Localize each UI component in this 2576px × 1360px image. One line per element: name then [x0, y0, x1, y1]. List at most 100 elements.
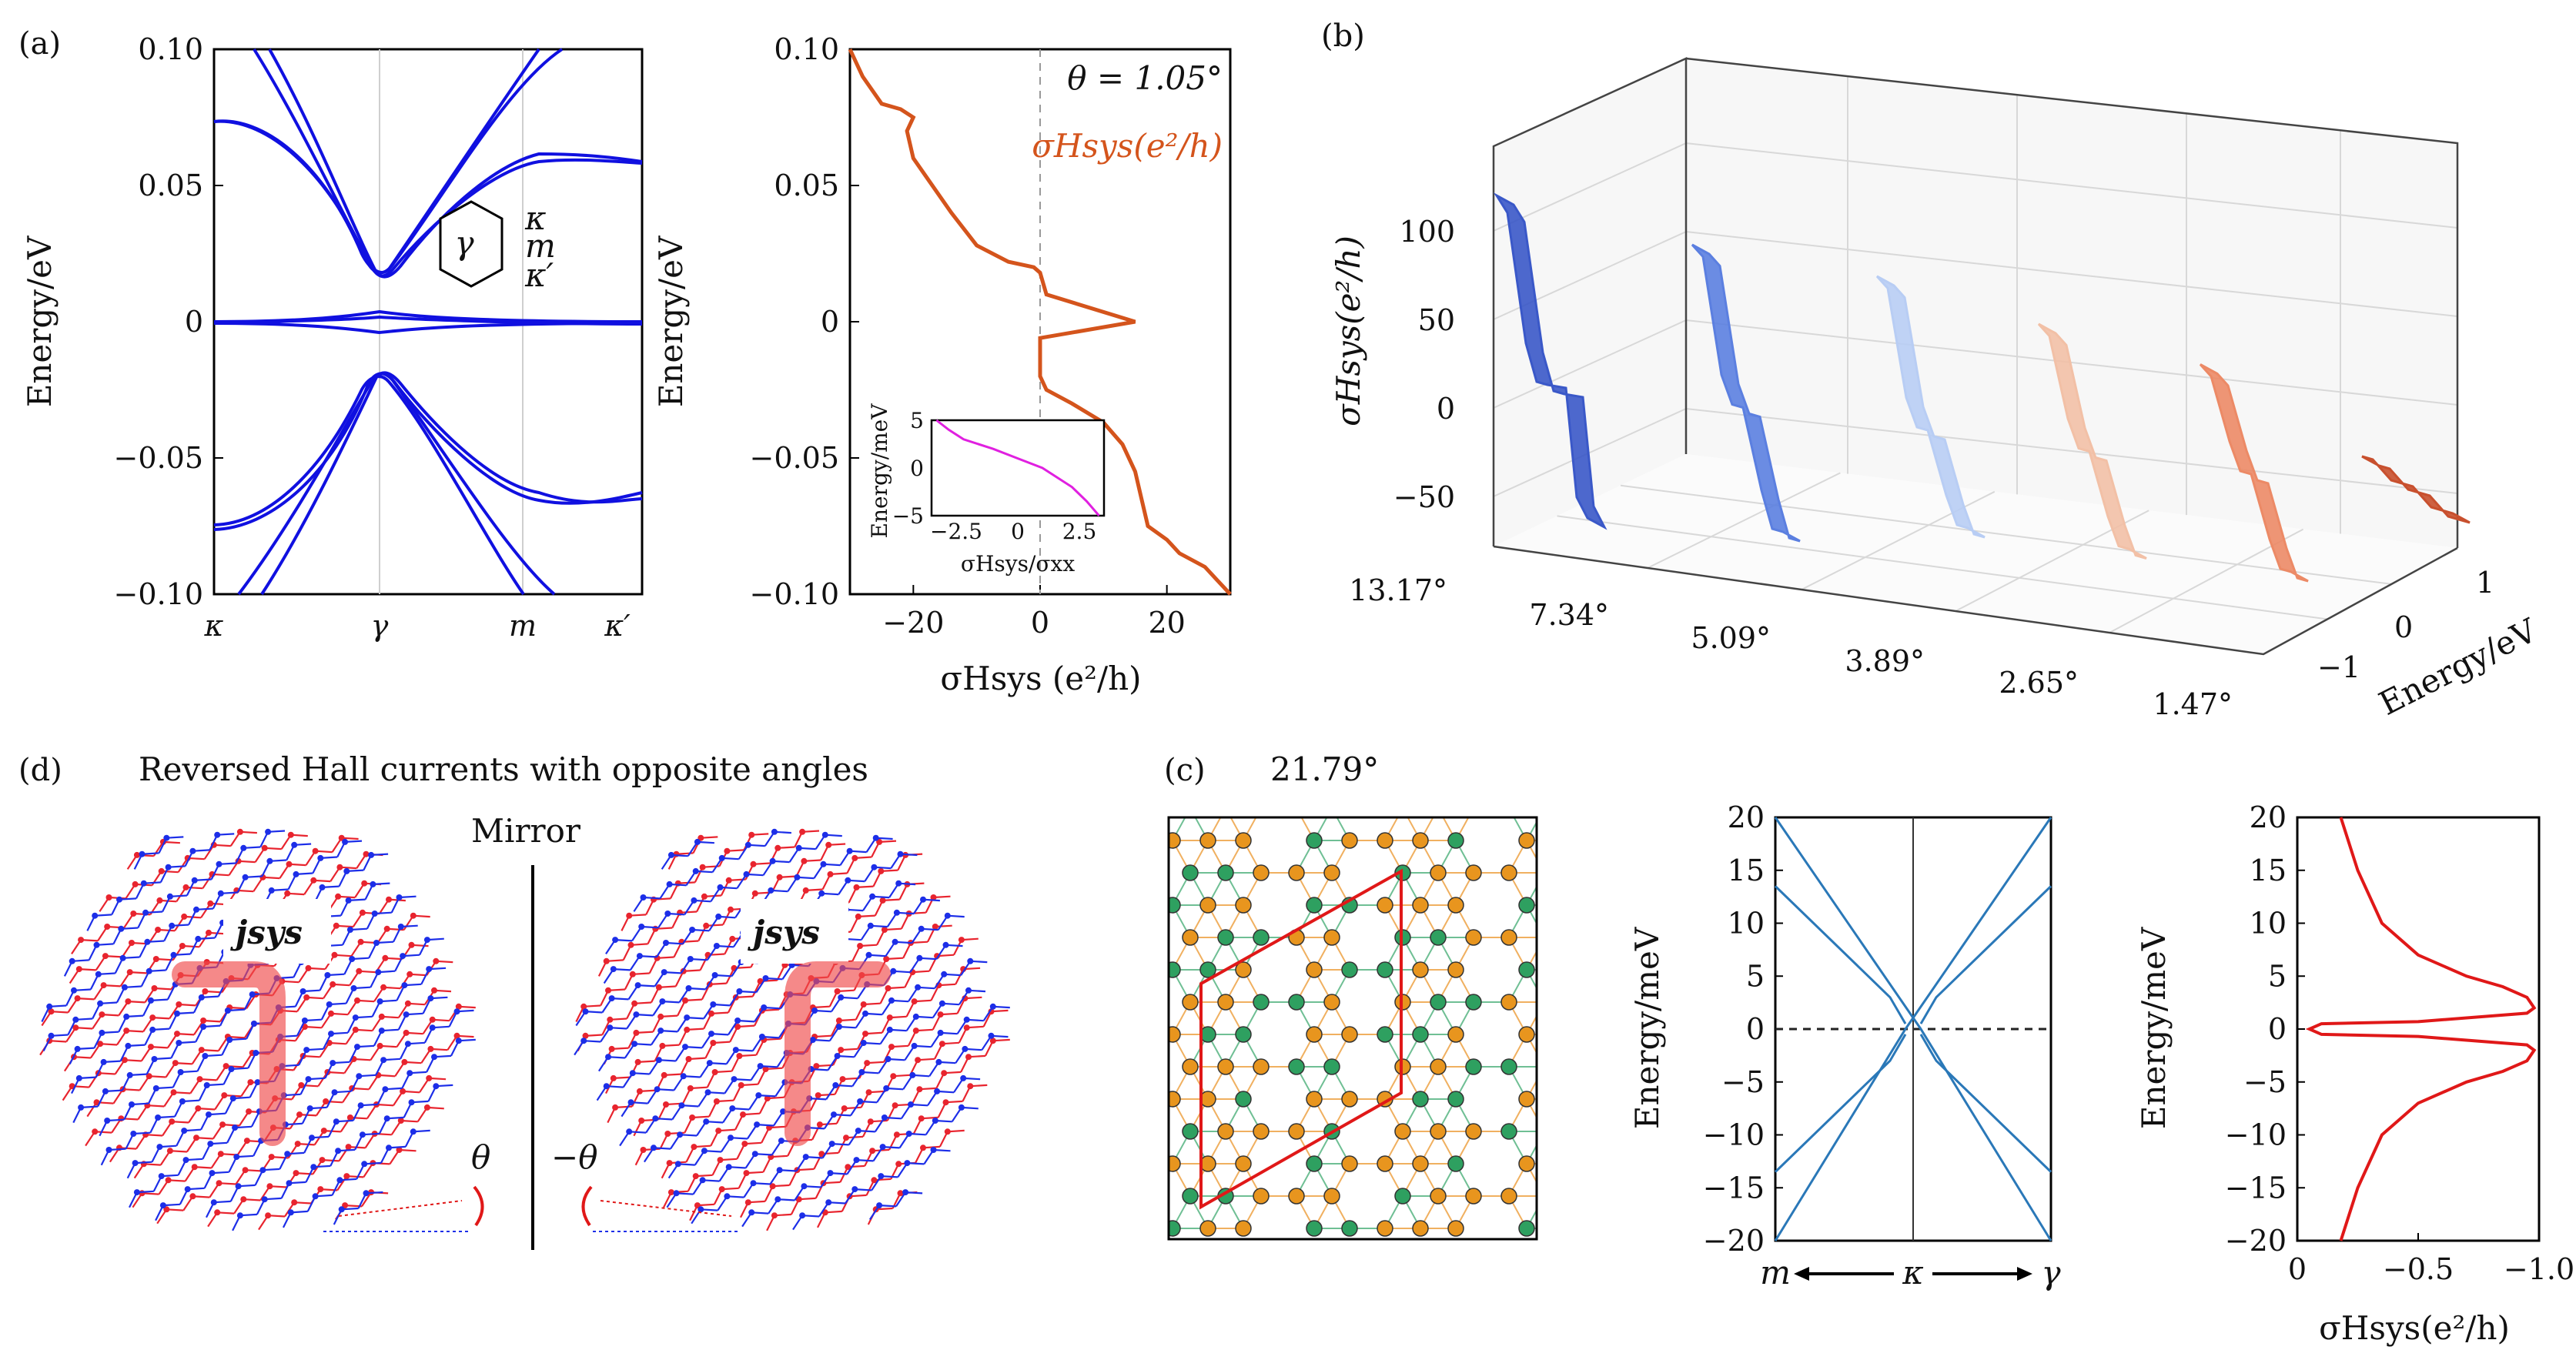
c-bond: [1544, 1164, 1562, 1196]
d-atom: [893, 1131, 900, 1138]
d-atom: [652, 1115, 659, 1122]
d-atom: [869, 1148, 876, 1154]
c-atom: [1430, 1188, 1447, 1205]
c-band-line: [1919, 1034, 2052, 1173]
d-atom: [48, 1032, 55, 1039]
c-bond: [1544, 970, 1562, 1002]
d-theta-arrow: [473, 1185, 484, 1227]
c-atom: [1501, 800, 1517, 816]
d-atom: [159, 1202, 166, 1209]
d-atom: [608, 995, 615, 1002]
b-grid-line: [1685, 142, 2458, 229]
c-atom: [1253, 1123, 1270, 1140]
d-lattice-left: [39, 828, 476, 1231]
d-atom: [429, 1024, 436, 1031]
c-atom: [1169, 832, 1181, 849]
d-atom: [400, 1088, 406, 1094]
d-atom: [287, 831, 294, 838]
d-atom: [306, 1105, 313, 1112]
d-atom: [148, 1044, 154, 1051]
d-atom: [383, 925, 390, 932]
d-atom: [701, 893, 708, 900]
d-atom: [356, 967, 363, 974]
c-atom: [1447, 832, 1464, 849]
d-atom: [857, 1098, 864, 1104]
d-atom: [967, 1083, 974, 1090]
c-atom: [1306, 1026, 1323, 1043]
d-atom: [685, 985, 692, 991]
d-atom: [640, 1147, 647, 1153]
d-atom: [214, 1209, 221, 1216]
d-atom: [375, 969, 382, 976]
c-label-gamma: γ: [2041, 1254, 2061, 1291]
d-atom: [130, 1131, 137, 1137]
d-atom: [426, 966, 433, 973]
panel-label-c: (c): [1164, 753, 1206, 788]
c-bands-ytick-label: 15: [1728, 854, 1765, 887]
d-atom: [776, 1167, 783, 1174]
d-atom: [743, 870, 750, 877]
d-atom: [666, 880, 673, 887]
a-inset-xtick-label: 0: [1011, 519, 1025, 544]
d-atom: [151, 1056, 158, 1062]
d-atom: [736, 1053, 743, 1059]
d-atom: [423, 937, 430, 944]
c-angle: 21.79°: [1270, 750, 1379, 788]
d-atom: [382, 1086, 389, 1093]
d-atom: [694, 838, 701, 845]
d-atom: [193, 906, 199, 913]
d-atom: [176, 1001, 182, 1007]
d-atom: [156, 897, 163, 904]
d-atom: [104, 924, 111, 930]
d-atom: [74, 995, 81, 1002]
d-atom: [724, 847, 731, 854]
d-atom: [838, 994, 845, 1001]
c-atom: [1341, 1026, 1358, 1043]
d-atom: [179, 1098, 186, 1104]
d-atom: [354, 997, 360, 1004]
c-bond: [1544, 873, 1562, 905]
a-bands-ytick-label: 0: [185, 305, 203, 339]
d-atom: [748, 1209, 755, 1216]
d-atom: [699, 864, 706, 870]
a-bz-gamma: γ: [454, 224, 474, 262]
d-atom: [845, 1164, 851, 1171]
d-atom: [181, 913, 188, 920]
c-atom: [1554, 1027, 1570, 1042]
c-atom: [1377, 832, 1393, 849]
d-atom: [233, 1154, 240, 1161]
d-atom: [713, 943, 720, 949]
b-slab-3: [2037, 322, 2147, 560]
d-atom: [864, 1060, 871, 1067]
d-atom: [155, 1114, 162, 1121]
c-atom: [1412, 1091, 1429, 1108]
b-slab-1: [1691, 243, 1801, 543]
d-atom: [129, 1101, 135, 1108]
d-atom: [247, 1079, 254, 1086]
d-atom: [78, 937, 85, 944]
c-atom: [1306, 961, 1323, 978]
d-atom: [386, 1144, 392, 1151]
c-atom: [1323, 1058, 1340, 1075]
c-bands-plot: Energy/meV 20 15 10 5 0 −5 −10 −15 −20 m κ γ: [1628, 800, 2061, 1291]
b-grid-line: [1493, 319, 1687, 409]
d-atom: [354, 1044, 360, 1051]
c-atom: [1323, 1188, 1340, 1205]
c-band-line: [1774, 817, 2052, 1241]
d-atom: [228, 1066, 235, 1072]
d-atom: [121, 1057, 128, 1064]
a-band-flat3: [213, 315, 643, 326]
d-atom: [659, 1042, 666, 1049]
d-atom: [93, 1099, 100, 1106]
d-atom: [682, 1044, 688, 1051]
d-atom: [757, 1063, 764, 1070]
c-bond: [1544, 1067, 1562, 1099]
c-atom: [1500, 929, 1517, 946]
c-atom: [1500, 994, 1517, 1011]
a-band-flat2: [213, 322, 643, 335]
c-unit-cell: [1199, 868, 1403, 1210]
d-atom: [129, 940, 135, 946]
d-atom: [717, 884, 724, 891]
c-atom: [1341, 1155, 1358, 1172]
d-atom: [916, 954, 923, 961]
